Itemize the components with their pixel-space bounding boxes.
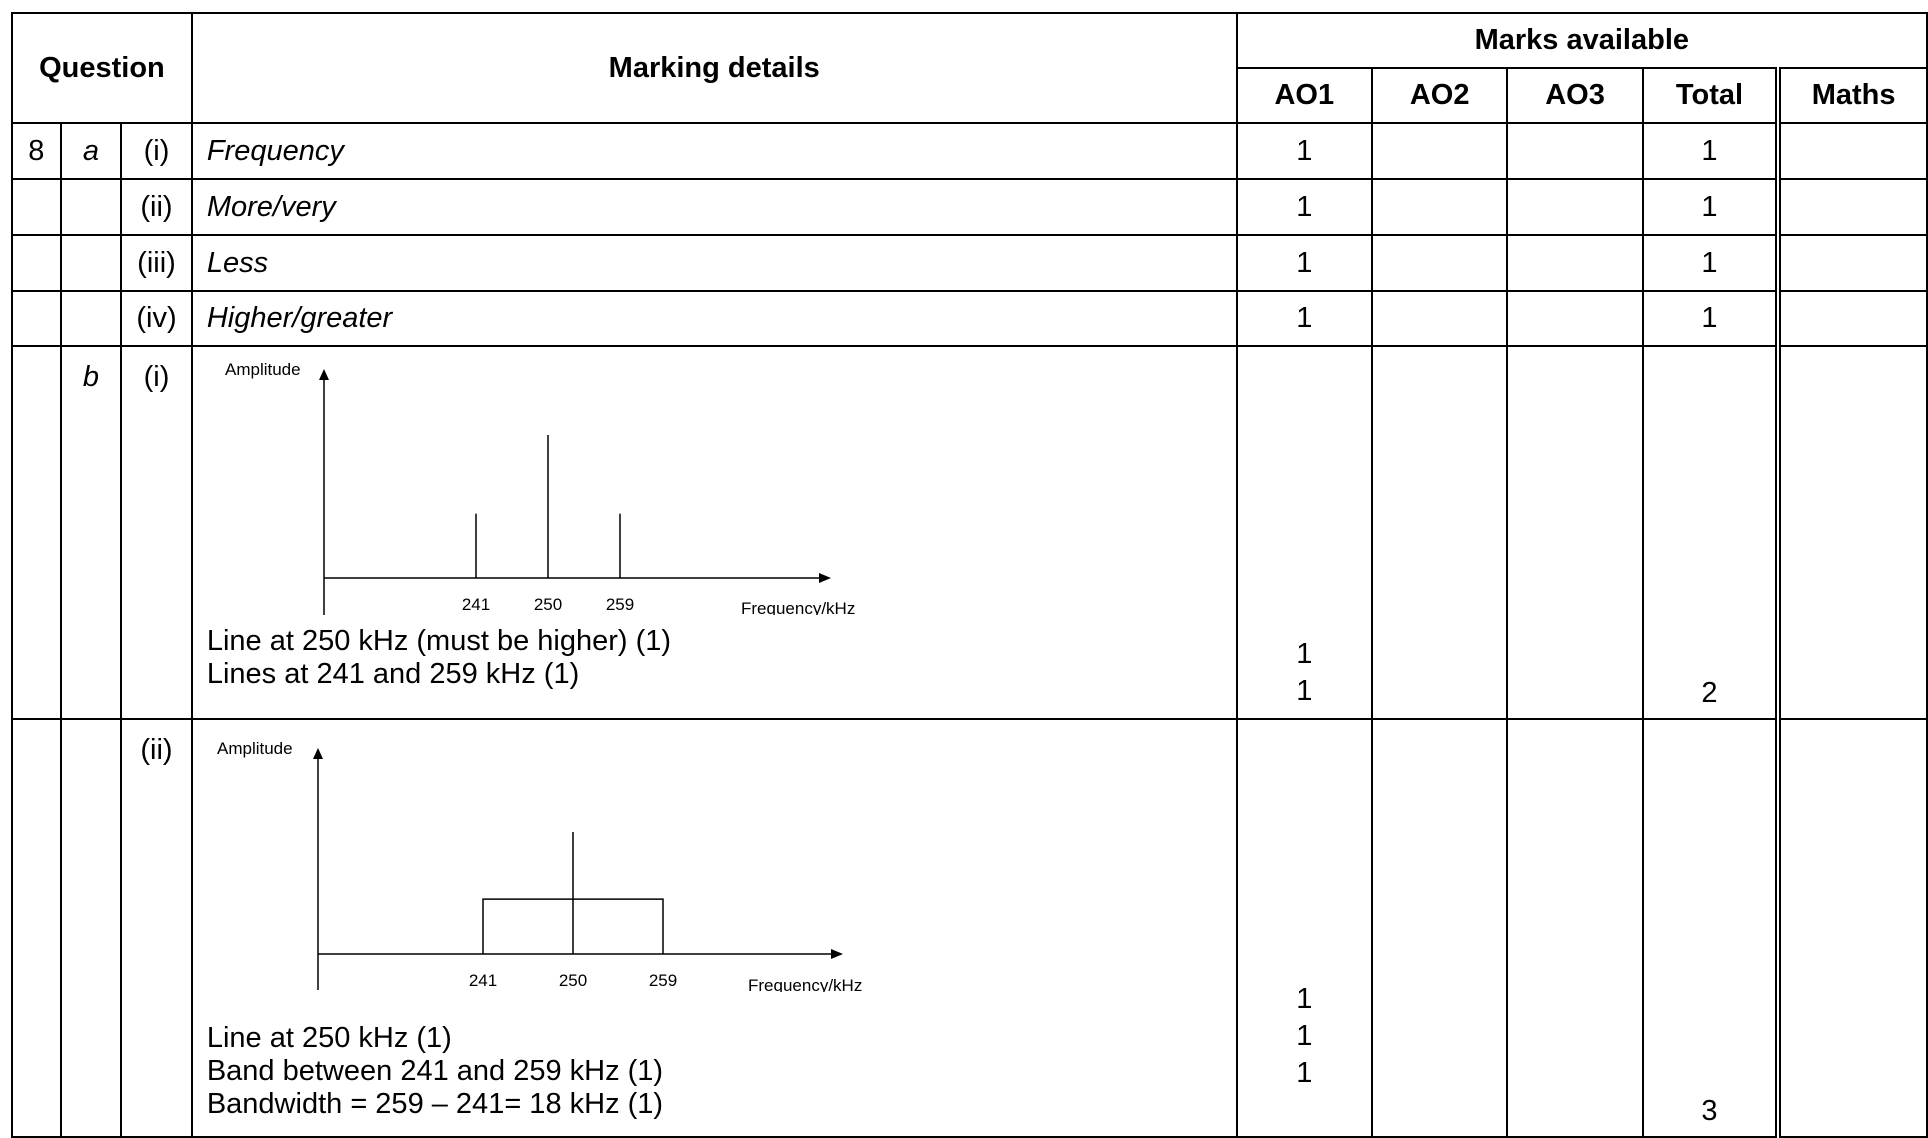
total-mark: 3 xyxy=(1641,718,1780,1138)
tick-label: 241 xyxy=(469,971,497,990)
question-number: 8 xyxy=(11,122,62,180)
marks-available-header: Marks available xyxy=(1235,12,1928,69)
marking-note: Bandwidth = 259 – 241= 18 kHz (1) xyxy=(206,1088,664,1120)
ao3-mark xyxy=(1506,178,1644,236)
x-axis-arrow xyxy=(830,949,843,959)
question-number xyxy=(11,234,62,292)
question-subpart: (iii) xyxy=(120,234,193,292)
maths-header: Maths xyxy=(1775,67,1928,124)
table-row: (ii) Amplitude 241 250 259 Frequency/kHz L… xyxy=(11,718,1928,1138)
ao1-mark: 1 1 xyxy=(1235,345,1373,720)
ao2-mark xyxy=(1370,718,1509,1138)
question-subpart: (ii) xyxy=(120,178,193,236)
total-header: Total xyxy=(1641,67,1780,124)
marking-detail: Amplitude 241 250 259 Frequency/kHz Line a… xyxy=(190,345,1238,720)
ao3-mark xyxy=(1506,234,1644,292)
maths-mark xyxy=(1775,345,1928,720)
ao2-mark xyxy=(1370,290,1509,347)
question-subpart: (i) xyxy=(120,345,193,720)
tick-label: 259 xyxy=(649,971,677,990)
marking-detail: Amplitude 241 250 259 Frequency/kHz Line a… xyxy=(190,718,1238,1138)
ao3-mark xyxy=(1506,718,1644,1138)
question-header: Question xyxy=(11,12,193,124)
ao2-mark xyxy=(1370,122,1509,180)
tick-label: 250 xyxy=(534,595,562,614)
question-part: b xyxy=(59,345,123,720)
ao2-mark xyxy=(1370,178,1509,236)
tick-label: 259 xyxy=(606,595,634,614)
table-row: b (i) Amplitude 241 250 259 Frequency/kHz … xyxy=(11,345,1928,720)
question-number xyxy=(11,718,62,1138)
marking-detail: More/very xyxy=(190,178,1238,236)
ao2-header: AO2 xyxy=(1370,67,1509,124)
ao1-mark-value: 1 xyxy=(1296,675,1313,707)
spectrum-diagram-bii: Amplitude 241 250 259 Frequency/kHz xyxy=(217,739,862,995)
ao1-mark-value: 1 xyxy=(1296,983,1313,1015)
total-mark: 1 xyxy=(1641,290,1780,347)
total-mark: 1 xyxy=(1641,234,1780,292)
question-number xyxy=(11,290,62,347)
y-axis-arrow xyxy=(318,369,329,380)
maths-mark xyxy=(1775,718,1928,1138)
marking-note: Lines at 241 and 259 kHz (1) xyxy=(206,658,580,690)
maths-mark xyxy=(1775,122,1928,180)
ao1-header: AO1 xyxy=(1235,67,1373,124)
question-subpart: (i) xyxy=(120,122,193,180)
marking-detail: Frequency xyxy=(190,122,1238,180)
ao3-header: AO3 xyxy=(1506,67,1644,124)
question-part xyxy=(59,178,123,236)
question-part xyxy=(59,290,123,347)
y-axis-arrow xyxy=(312,748,323,759)
ao2-mark xyxy=(1370,234,1509,292)
ao1-mark-value: 1 xyxy=(1296,1057,1313,1089)
marking-note: Band between 241 and 259 kHz (1) xyxy=(206,1055,664,1087)
frequency-label: Frequency/kHz xyxy=(748,976,862,992)
frequency-label: Frequency/kHz xyxy=(741,599,855,615)
question-part xyxy=(59,234,123,292)
question-part xyxy=(59,718,123,1138)
ao1-mark: 1 xyxy=(1235,178,1373,236)
ao2-mark xyxy=(1370,345,1509,720)
spectrum-diagram-bi: Amplitude 241 250 259 Frequency/kHz xyxy=(225,360,855,618)
tick-label: 250 xyxy=(559,971,587,990)
ao1-mark: 1 xyxy=(1235,122,1373,180)
mark-scheme-table: Question Marking details Marks available… xyxy=(11,12,1928,1138)
x-axis-arrow xyxy=(818,573,831,583)
maths-mark xyxy=(1775,178,1928,236)
amplitude-label: Amplitude xyxy=(225,360,301,379)
marking-note: Line at 250 kHz (must be higher) (1) xyxy=(206,625,672,657)
ao1-mark: 1 1 1 xyxy=(1235,718,1373,1138)
total-mark: 1 xyxy=(1641,178,1780,236)
marking-details-header: Marking details xyxy=(190,12,1238,124)
question-part: a xyxy=(59,122,123,180)
question-subpart: (ii) xyxy=(120,718,193,1138)
total-mark: 1 xyxy=(1641,122,1780,180)
total-mark: 2 xyxy=(1641,345,1780,720)
tick-label: 241 xyxy=(462,595,490,614)
ao1-mark: 1 xyxy=(1235,234,1373,292)
maths-mark xyxy=(1775,290,1928,347)
question-number xyxy=(11,178,62,236)
ao1-mark-value: 1 xyxy=(1296,1020,1313,1052)
table-row: (ii) More/very 1 1 xyxy=(11,178,1928,236)
ao3-mark xyxy=(1506,345,1644,720)
ao3-mark xyxy=(1506,290,1644,347)
maths-mark xyxy=(1775,234,1928,292)
ao1-mark: 1 xyxy=(1235,290,1373,347)
table-row: 8 a (i) Frequency 1 1 xyxy=(11,122,1928,180)
question-subpart: (iv) xyxy=(120,290,193,347)
marking-note: Line at 250 kHz (1) xyxy=(206,1022,452,1054)
marking-detail: Higher/greater xyxy=(190,290,1238,347)
question-number xyxy=(11,345,62,720)
marking-detail: Less xyxy=(190,234,1238,292)
amplitude-label: Amplitude xyxy=(217,739,293,758)
ao1-mark-value: 1 xyxy=(1296,638,1313,670)
ao3-mark xyxy=(1506,122,1644,180)
table-row: (iv) Higher/greater 1 1 xyxy=(11,290,1928,347)
table-row: (iii) Less 1 1 xyxy=(11,234,1928,292)
